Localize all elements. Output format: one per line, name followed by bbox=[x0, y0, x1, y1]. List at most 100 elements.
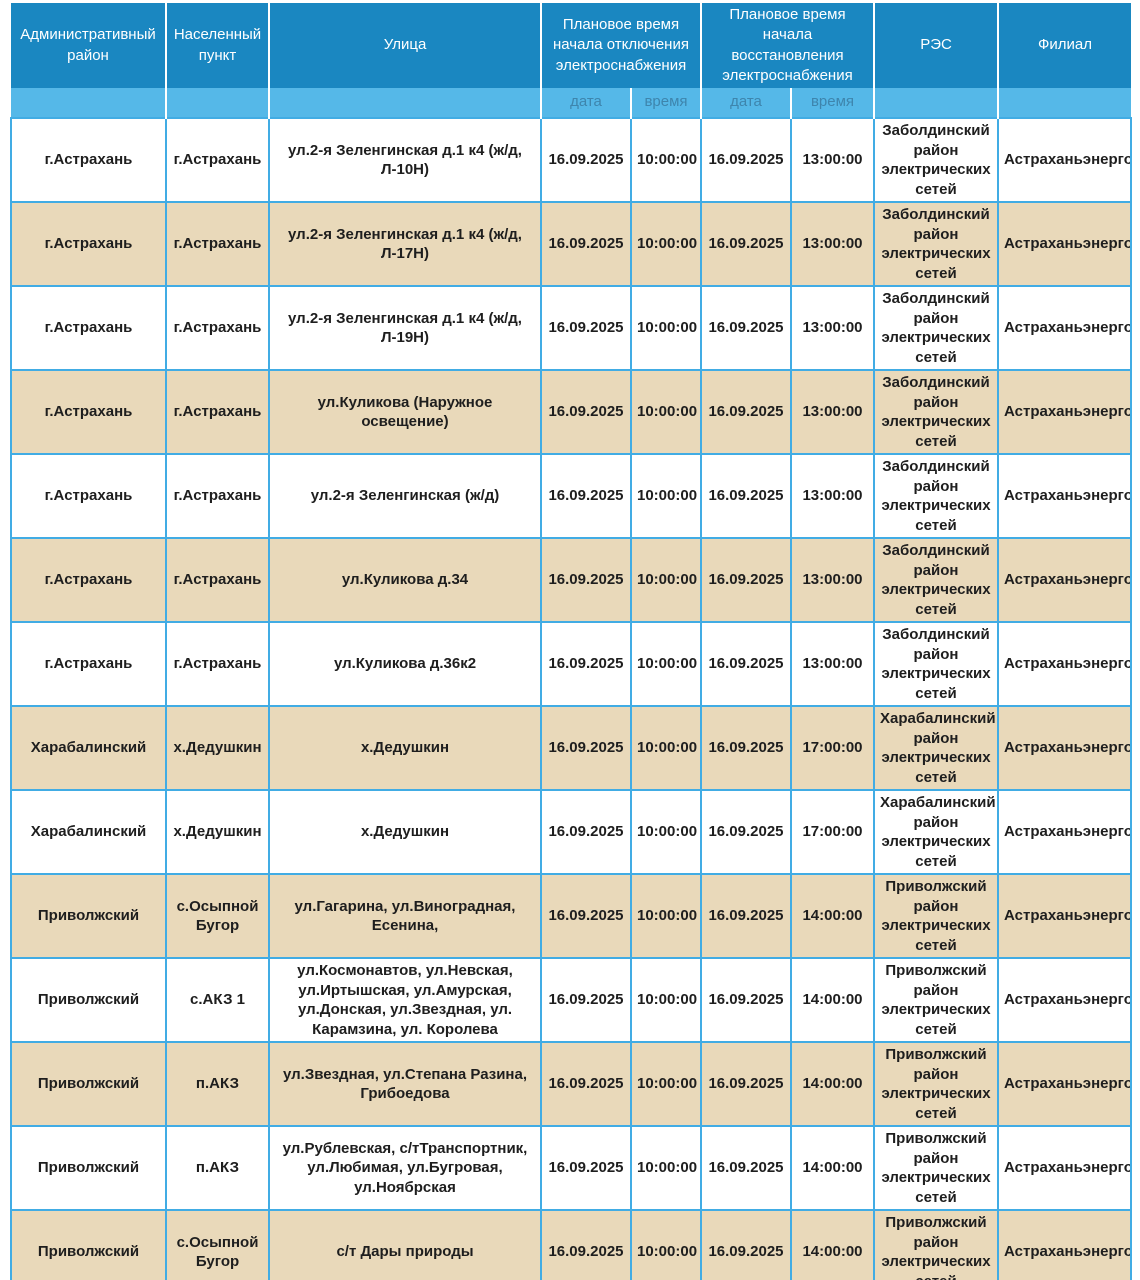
cell-rest-time: 13:00:00 bbox=[790, 537, 875, 623]
table-header: Административный район Населенный пункт … bbox=[11, 3, 1131, 118]
table-row: Приволжский п.АКЗ ул.Рублевская, с/тТрансп… bbox=[10, 1125, 1132, 1211]
cell-branch: Астраханьэнерго bbox=[997, 1125, 1132, 1211]
cell-street: ул.Куликова д.34 bbox=[268, 537, 542, 623]
cell-rest-time: 14:00:00 bbox=[790, 1209, 875, 1280]
cell-settlement: п.АКЗ bbox=[165, 1125, 270, 1211]
cell-rest-time: 14:00:00 bbox=[790, 957, 875, 1043]
cell-district: Приволжский bbox=[10, 1209, 167, 1280]
outage-schedule-table: Административный район Населенный пункт … bbox=[10, 3, 1132, 1280]
table-body: г.Астрахань г.Астрахань ул.2-я Зеленгинска… bbox=[10, 117, 1132, 1280]
cell-rest-date: 16.09.2025 bbox=[700, 1209, 792, 1280]
table-row: Приволжский п.АКЗ ул.Звездная, ул.Степана … bbox=[10, 1041, 1132, 1127]
cell-branch: Астраханьэнерго bbox=[997, 117, 1132, 203]
cell-off-date: 16.09.2025 bbox=[540, 201, 632, 287]
cell-district: Харабалинский bbox=[10, 705, 167, 791]
cell-res: Заболдинский район электрических сетей bbox=[873, 117, 999, 203]
cell-off-time: 10:00:00 bbox=[630, 1209, 702, 1280]
cell-res: Приволжский район электрических сетей bbox=[873, 1041, 999, 1127]
cell-off-time: 10:00:00 bbox=[630, 453, 702, 539]
cell-res: Заболдинский район электрических сетей bbox=[873, 285, 999, 371]
cell-district: г.Астрахань bbox=[10, 201, 167, 287]
subheader-restore-time: время bbox=[790, 88, 874, 118]
cell-rest-time: 17:00:00 bbox=[790, 705, 875, 791]
cell-off-time: 10:00:00 bbox=[630, 789, 702, 875]
cell-branch: Астраханьэнерго bbox=[997, 957, 1132, 1043]
cell-branch: Астраханьэнерго bbox=[997, 453, 1132, 539]
cell-rest-date: 16.09.2025 bbox=[700, 789, 792, 875]
cell-res: Приволжский район электрических сетей bbox=[873, 873, 999, 959]
table-row: г.Астрахань г.Астрахань ул.Куликова д.34 16… bbox=[10, 537, 1132, 623]
cell-off-time: 10:00:00 bbox=[630, 957, 702, 1043]
cell-branch: Астраханьэнерго bbox=[997, 537, 1132, 623]
cell-rest-date: 16.09.2025 bbox=[700, 117, 792, 203]
cell-branch: Астраханьэнерго bbox=[997, 1209, 1132, 1280]
table-row: Харабалинский х.Дедушкин х.Дедушкин 16.09.2… bbox=[10, 705, 1132, 791]
cell-rest-time: 13:00:00 bbox=[790, 285, 875, 371]
cell-street: ул.Рублевская, с/тТранспортник, ул.Любим… bbox=[268, 1125, 542, 1211]
cell-street: ул.Звездная, ул.Степана Разина, Грибоедо… bbox=[268, 1041, 542, 1127]
cell-street: ул.2-я Зеленгинская д.1 к4 (ж/д, Л-17Н) bbox=[268, 201, 542, 287]
cell-rest-time: 14:00:00 bbox=[790, 1041, 875, 1127]
cell-res: Заболдинский район электрических сетей bbox=[873, 537, 999, 623]
cell-settlement: п.АКЗ bbox=[165, 1041, 270, 1127]
cell-street: ул.Куликова д.36к2 bbox=[268, 621, 542, 707]
cell-res: Заболдинский район электрических сетей bbox=[873, 201, 999, 287]
cell-rest-time: 17:00:00 bbox=[790, 789, 875, 875]
subheader-outage-time: время bbox=[630, 88, 701, 118]
cell-off-time: 10:00:00 bbox=[630, 621, 702, 707]
header-row: Административный район Населенный пункт … bbox=[11, 3, 1131, 88]
cell-res: Приволжский район электрических сетей bbox=[873, 957, 999, 1043]
table-row: г.Астрахань г.Астрахань ул.2-я Зеленгинска… bbox=[10, 285, 1132, 371]
table-row: г.Астрахань г.Астрахань ул.2-я Зеленгинска… bbox=[10, 117, 1132, 203]
col-header-settlement: Населенный пункт bbox=[165, 3, 269, 88]
subheader-empty-district bbox=[11, 88, 166, 118]
cell-rest-date: 16.09.2025 bbox=[700, 957, 792, 1043]
cell-branch: Астраханьэнерго bbox=[997, 789, 1132, 875]
col-header-outage-start: Плановое время начала отключения электро… bbox=[540, 3, 701, 88]
cell-settlement: с.Осыпной Бугор bbox=[165, 873, 270, 959]
col-header-res: РЭС bbox=[873, 3, 998, 88]
cell-district: г.Астрахань bbox=[10, 369, 167, 455]
cell-off-time: 10:00:00 bbox=[630, 369, 702, 455]
cell-off-time: 10:00:00 bbox=[630, 1125, 702, 1211]
table-row: г.Астрахань г.Астрахань ул.Куликова (Наруж… bbox=[10, 369, 1132, 455]
cell-res: Приволжский район электрических сетей bbox=[873, 1209, 999, 1280]
cell-off-time: 10:00:00 bbox=[630, 537, 702, 623]
cell-off-date: 16.09.2025 bbox=[540, 1209, 632, 1280]
cell-off-date: 16.09.2025 bbox=[540, 789, 632, 875]
cell-rest-date: 16.09.2025 bbox=[700, 1041, 792, 1127]
cell-district: Приволжский bbox=[10, 873, 167, 959]
cell-street: ул.2-я Зеленгинская (ж/д) bbox=[268, 453, 542, 539]
cell-branch: Астраханьэнерго bbox=[997, 873, 1132, 959]
cell-branch: Астраханьэнерго bbox=[997, 1041, 1132, 1127]
cell-district: г.Астрахань bbox=[10, 285, 167, 371]
cell-rest-date: 16.09.2025 bbox=[700, 537, 792, 623]
cell-rest-date: 16.09.2025 bbox=[700, 453, 792, 539]
subheader-empty-street bbox=[268, 88, 541, 118]
cell-branch: Астраханьэнерго bbox=[997, 285, 1132, 371]
cell-rest-date: 16.09.2025 bbox=[700, 369, 792, 455]
subheader-row: дата время дата время bbox=[11, 88, 1131, 118]
cell-settlement: с.Осыпной Бугор bbox=[165, 1209, 270, 1280]
cell-street: х.Дедушкин bbox=[268, 789, 542, 875]
cell-off-date: 16.09.2025 bbox=[540, 285, 632, 371]
cell-district: Приволжский bbox=[10, 1041, 167, 1127]
cell-street: с/т Дары природы bbox=[268, 1209, 542, 1280]
cell-district: г.Астрахань bbox=[10, 453, 167, 539]
table-row: г.Астрахань г.Астрахань ул.Куликова д.36к2… bbox=[10, 621, 1132, 707]
cell-district: г.Астрахань bbox=[10, 621, 167, 707]
cell-off-date: 16.09.2025 bbox=[540, 1125, 632, 1211]
cell-settlement: г.Астрахань bbox=[165, 201, 270, 287]
cell-street: х.Дедушкин bbox=[268, 705, 542, 791]
cell-branch: Астраханьэнерго bbox=[997, 201, 1132, 287]
subheader-restore-date: дата bbox=[700, 88, 791, 118]
cell-rest-date: 16.09.2025 bbox=[700, 873, 792, 959]
cell-off-date: 16.09.2025 bbox=[540, 705, 632, 791]
cell-settlement: г.Астрахань bbox=[165, 117, 270, 203]
cell-street: ул.Гагарина, ул.Виноградная, Есенина, bbox=[268, 873, 542, 959]
cell-res: Заболдинский район электрических сетей bbox=[873, 369, 999, 455]
cell-res: Заболдинский район электрических сетей bbox=[873, 453, 999, 539]
cell-off-date: 16.09.2025 bbox=[540, 369, 632, 455]
cell-res: Харабалинский район электрических сетей bbox=[873, 789, 999, 875]
cell-rest-date: 16.09.2025 bbox=[700, 1125, 792, 1211]
